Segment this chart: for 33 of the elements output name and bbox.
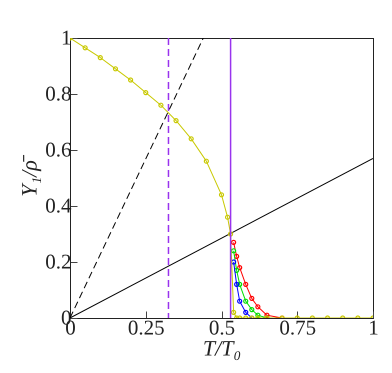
point xyxy=(158,102,164,108)
point xyxy=(82,45,88,50)
x-tick-label: 0.75 xyxy=(279,316,316,340)
point xyxy=(243,282,248,287)
point xyxy=(243,310,248,315)
point xyxy=(218,192,224,198)
x-tick-label: 0.25 xyxy=(128,316,165,340)
point xyxy=(255,304,260,310)
y-tick-label: 1 xyxy=(61,26,72,50)
point xyxy=(234,268,240,273)
point xyxy=(237,298,242,304)
point xyxy=(112,66,118,72)
point xyxy=(249,307,254,312)
point xyxy=(249,296,254,301)
point xyxy=(234,254,240,259)
point xyxy=(234,282,240,287)
point xyxy=(224,214,230,220)
point xyxy=(128,77,134,83)
point xyxy=(231,310,236,315)
y-tick-label: 0.6 xyxy=(45,138,72,162)
x-tick-label: 1 xyxy=(368,316,379,340)
point xyxy=(237,282,242,287)
point xyxy=(143,90,148,96)
point xyxy=(173,118,179,124)
point xyxy=(204,158,209,164)
y-axis-title: Υ₁/ρ̄ xyxy=(16,154,42,197)
point xyxy=(237,265,242,270)
point xyxy=(188,136,194,142)
y-tick-label: 0.8 xyxy=(45,82,72,106)
point xyxy=(228,231,234,237)
y-tick-label: 0.2 xyxy=(45,250,72,274)
point xyxy=(98,55,103,60)
point xyxy=(243,298,248,304)
